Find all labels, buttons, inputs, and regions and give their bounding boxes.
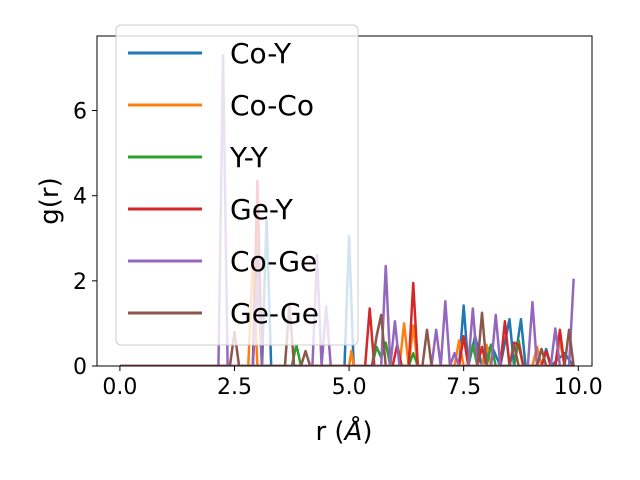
x-tick-label: 7.5 <box>446 375 481 400</box>
x-axis-label: r (Å) <box>315 415 372 447</box>
series-line-co-ge <box>119 53 575 366</box>
x-tick-label: 0.0 <box>102 375 137 400</box>
series-line-y-y <box>119 339 574 366</box>
y-axis: 0 2 4 6 <box>73 100 97 380</box>
legend-label: Co-Co <box>230 89 314 122</box>
x-axis-label-close: ) <box>362 417 372 447</box>
series-line-ge-y <box>119 179 574 366</box>
legend: Co-Y Co-Co Y-Y Ge-Y Co-Ge Ge-Ge <box>115 24 359 346</box>
y-tick-label: 4 <box>73 185 87 210</box>
y-axis-label: g(r) <box>35 177 65 224</box>
x-axis-label-unit: Å <box>343 415 363 447</box>
x-axis-label-text: r ( <box>315 417 344 447</box>
legend-label: Ge-Ge <box>230 297 319 330</box>
y-tick-label: 6 <box>73 100 87 125</box>
legend-label: Co-Y <box>230 37 292 70</box>
legend-label: Y-Y <box>229 141 269 174</box>
x-tick-label: 2.5 <box>217 375 252 400</box>
x-tick-label: 5.0 <box>332 375 367 400</box>
x-tick-label: 10.0 <box>554 375 603 400</box>
x-axis: 0.0 2.5 5.0 7.5 10.0 <box>102 366 603 400</box>
y-tick-label: 0 <box>73 355 87 380</box>
legend-label: Co-Ge <box>230 245 317 278</box>
y-tick-label: 2 <box>73 270 87 295</box>
legend-label: Ge-Y <box>230 193 294 226</box>
